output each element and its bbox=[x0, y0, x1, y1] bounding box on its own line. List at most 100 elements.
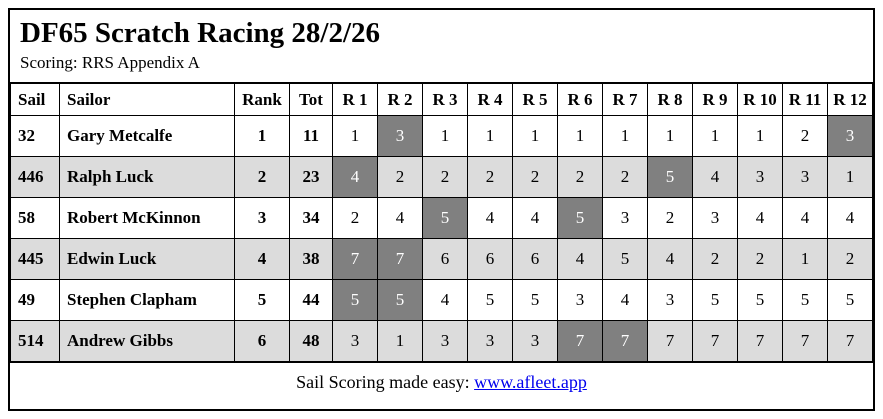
table-row: 446 Ralph Luck 2 23 4 2 2 2 2 2 2 5 4 3 3 1 bbox=[10, 156, 873, 199]
race-cell: 7 bbox=[737, 320, 783, 363]
column-header-r-11: R 11 bbox=[782, 83, 828, 117]
page-title: DF65 Scratch Racing 28/2/26 bbox=[20, 17, 381, 49]
sailor-cell: Andrew Gibbs bbox=[59, 320, 235, 363]
sail-cell: 58 bbox=[10, 197, 60, 240]
race-cell-discarded: 7 bbox=[377, 238, 423, 281]
race-cell: 3 bbox=[647, 279, 693, 322]
race-cell: 2 bbox=[737, 238, 783, 281]
race-cell: 7 bbox=[782, 320, 828, 363]
race-cell: 4 bbox=[422, 279, 468, 322]
race-cell: 2 bbox=[332, 197, 378, 240]
race-cell: 6 bbox=[422, 238, 468, 281]
total-cell: 38 bbox=[289, 238, 333, 281]
total-cell: 11 bbox=[289, 115, 333, 158]
total-cell: 23 bbox=[289, 156, 333, 199]
column-header-sail: Sail bbox=[10, 83, 60, 117]
sailor-cell: Robert McKinnon bbox=[59, 197, 235, 240]
sail-cell: 446 bbox=[10, 156, 60, 199]
race-cell: 4 bbox=[692, 156, 738, 199]
race-cell: 4 bbox=[557, 238, 603, 281]
race-cell-discarded: 7 bbox=[602, 320, 648, 363]
race-cell-discarded: 3 bbox=[377, 115, 423, 158]
race-cell: 3 bbox=[332, 320, 378, 363]
results-body: 32 Gary Metcalfe 1 11 1 3 1 1 1 1 1 1 1 1 2 3 446 Ralph L… bbox=[10, 115, 873, 363]
race-cell: 2 bbox=[512, 156, 558, 199]
column-header-r-10: R 10 bbox=[737, 83, 783, 117]
rank-cell: 2 bbox=[234, 156, 290, 199]
column-header-sailor: Sailor bbox=[59, 83, 235, 117]
race-cell: 4 bbox=[647, 238, 693, 281]
race-cell: 3 bbox=[467, 320, 513, 363]
rank-cell: 5 bbox=[234, 279, 290, 322]
race-cell: 1 bbox=[737, 115, 783, 158]
race-cell-discarded: 5 bbox=[377, 279, 423, 322]
race-cell: 6 bbox=[467, 238, 513, 281]
race-cell-discarded: 4 bbox=[332, 156, 378, 199]
footer: Sail Scoring made easy: www.afleet.app bbox=[10, 362, 873, 401]
column-header-r-7: R 7 bbox=[602, 83, 648, 117]
table-row: 445 Edwin Luck 4 38 7 7 6 6 6 4 5 4 2 2 1 2 bbox=[10, 238, 873, 281]
race-cell: 3 bbox=[602, 197, 648, 240]
race-cell-discarded: 3 bbox=[827, 115, 873, 158]
race-cell: 5 bbox=[602, 238, 648, 281]
scoring-subtitle: Scoring: RRS Appendix A bbox=[20, 53, 200, 73]
column-header-r-9: R 9 bbox=[692, 83, 738, 117]
rank-cell: 3 bbox=[234, 197, 290, 240]
sailor-cell: Stephen Clapham bbox=[59, 279, 235, 322]
race-cell: 4 bbox=[602, 279, 648, 322]
race-cell: 3 bbox=[557, 279, 603, 322]
race-cell: 3 bbox=[737, 156, 783, 199]
race-cell: 7 bbox=[827, 320, 873, 363]
race-cell: 1 bbox=[647, 115, 693, 158]
afleet-link[interactable]: www.afleet.app bbox=[474, 372, 587, 393]
race-cell: 5 bbox=[827, 279, 873, 322]
title-block: DF65 Scratch Racing 28/2/26 Scoring: RRS… bbox=[10, 10, 873, 84]
race-cell: 2 bbox=[422, 156, 468, 199]
race-cell: 7 bbox=[692, 320, 738, 363]
sail-cell: 49 bbox=[10, 279, 60, 322]
race-cell: 5 bbox=[692, 279, 738, 322]
race-cell: 2 bbox=[467, 156, 513, 199]
rank-cell: 6 bbox=[234, 320, 290, 363]
race-cell: 5 bbox=[782, 279, 828, 322]
race-cell: 5 bbox=[512, 279, 558, 322]
race-cell: 2 bbox=[602, 156, 648, 199]
table-row: 49 Stephen Clapham 5 44 5 5 4 5 5 3 4 3 5 5 5 5 bbox=[10, 279, 873, 322]
table-row: 32 Gary Metcalfe 1 11 1 3 1 1 1 1 1 1 1 1 2 3 bbox=[10, 115, 873, 158]
column-header-r-4: R 4 bbox=[467, 83, 513, 117]
race-cell: 2 bbox=[692, 238, 738, 281]
results-board: DF65 Scratch Racing 28/2/26 Scoring: RRS… bbox=[8, 8, 875, 411]
race-cell: 4 bbox=[512, 197, 558, 240]
table-row: 514 Andrew Gibbs 6 48 3 1 3 3 3 7 7 7 7 7 7 7 bbox=[10, 320, 873, 363]
race-cell: 1 bbox=[602, 115, 648, 158]
race-cell: 1 bbox=[377, 320, 423, 363]
race-cell: 5 bbox=[467, 279, 513, 322]
column-header-r-8: R 8 bbox=[647, 83, 693, 117]
sailor-cell: Gary Metcalfe bbox=[59, 115, 235, 158]
total-cell: 44 bbox=[289, 279, 333, 322]
race-cell: 3 bbox=[512, 320, 558, 363]
race-cell: 1 bbox=[692, 115, 738, 158]
race-cell: 1 bbox=[467, 115, 513, 158]
race-cell: 2 bbox=[782, 115, 828, 158]
race-cell: 4 bbox=[782, 197, 828, 240]
race-cell: 2 bbox=[377, 156, 423, 199]
race-cell-discarded: 5 bbox=[557, 197, 603, 240]
total-cell: 48 bbox=[289, 320, 333, 363]
race-cell: 1 bbox=[332, 115, 378, 158]
race-cell: 5 bbox=[737, 279, 783, 322]
column-header-r-5: R 5 bbox=[512, 83, 558, 117]
race-cell: 4 bbox=[827, 197, 873, 240]
race-cell-discarded: 7 bbox=[332, 238, 378, 281]
race-cell-discarded: 5 bbox=[332, 279, 378, 322]
column-header-r-1: R 1 bbox=[332, 83, 378, 117]
column-header-r-12: R 12 bbox=[827, 83, 873, 117]
column-header-tot: Tot bbox=[289, 83, 333, 117]
race-cell: 1 bbox=[782, 238, 828, 281]
column-header-rank: Rank bbox=[234, 83, 290, 117]
race-cell: 1 bbox=[557, 115, 603, 158]
table-row: 58 Robert McKinnon 3 34 2 4 5 4 4 5 3 2 3 4 4 4 bbox=[10, 197, 873, 240]
race-cell-discarded: 5 bbox=[647, 156, 693, 199]
